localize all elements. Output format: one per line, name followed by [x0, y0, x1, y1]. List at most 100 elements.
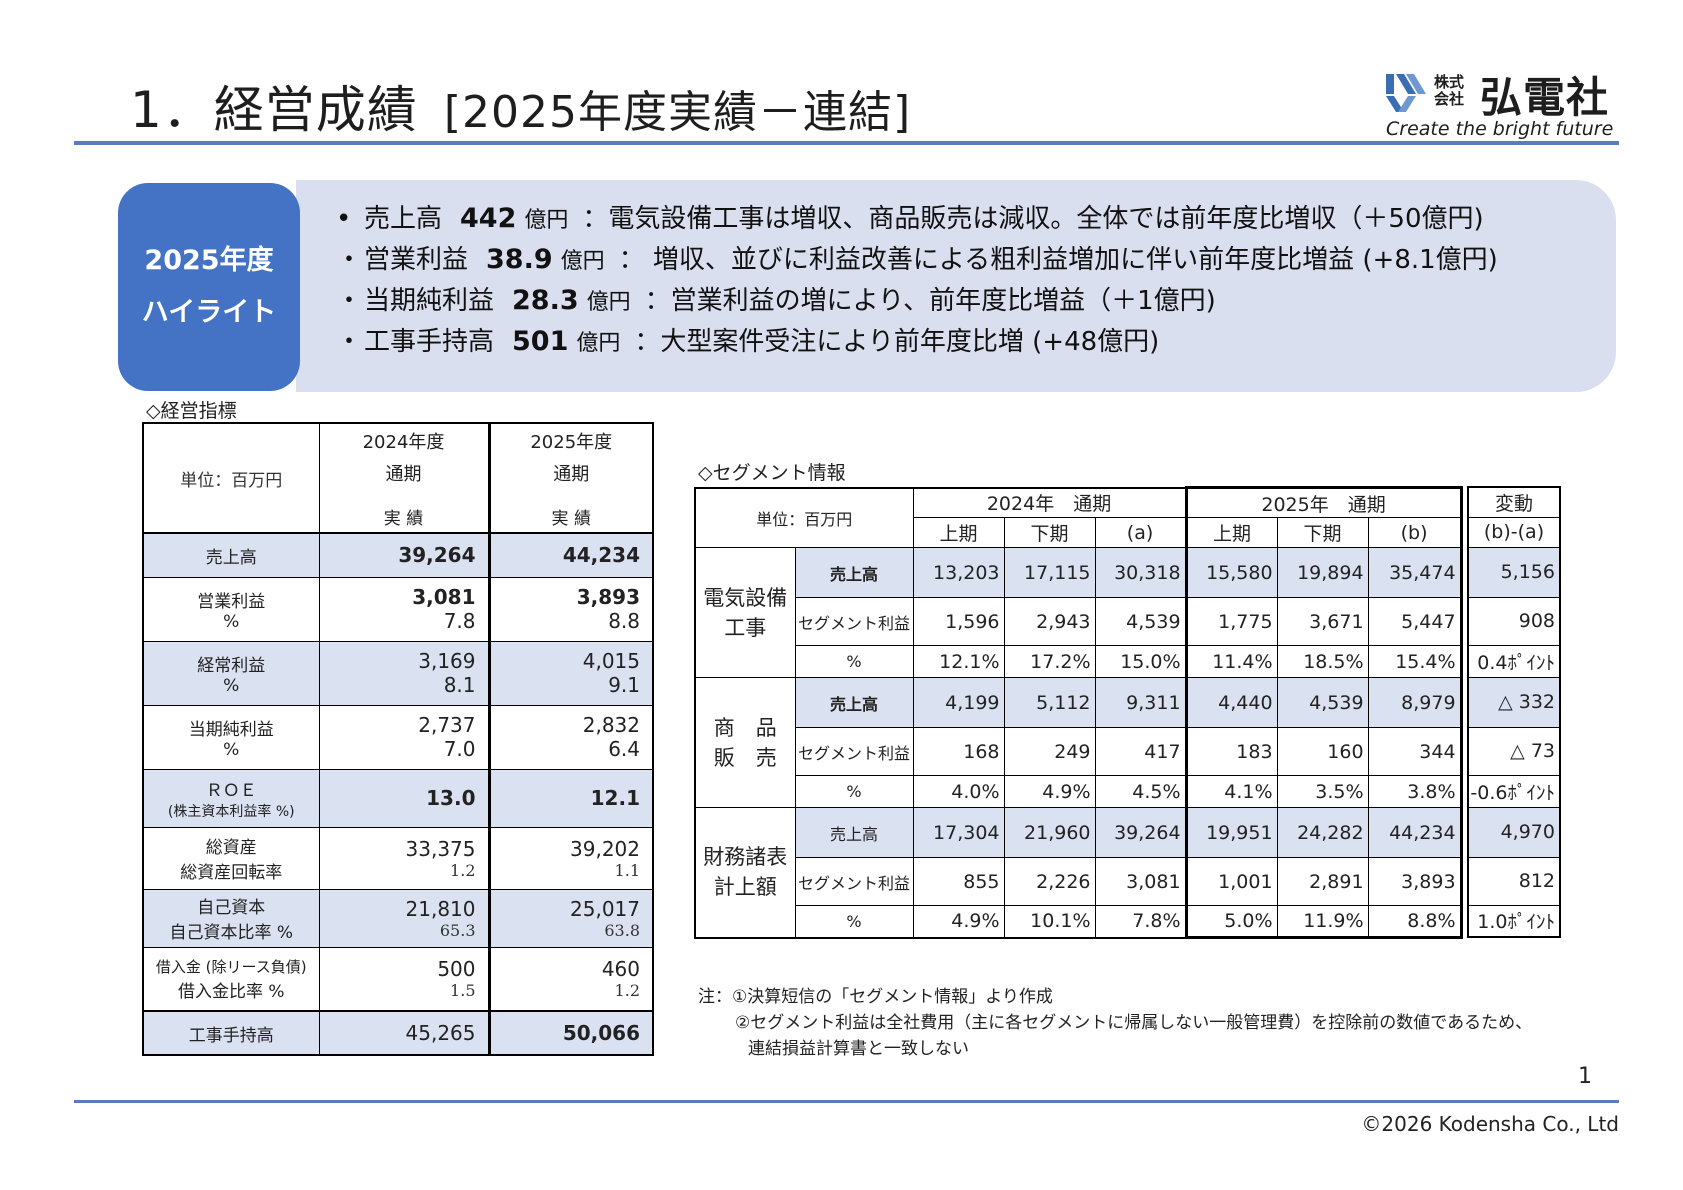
segment-cell: 1,001 — [1184, 857, 1278, 906]
segment-cell: 3,081 — [1094, 857, 1187, 906]
highlight-value: 501 — [512, 326, 569, 357]
segment-cell: 4.9% — [912, 905, 1005, 938]
segment-cell: 8,979 — [1367, 677, 1463, 728]
highlight-value: 38.9 — [486, 244, 553, 275]
segment-row-label: 売上高 — [794, 547, 914, 598]
segment-row: % 4.9% 10.1% 7.8% 5.0% 11.9% 8.8% — [695, 905, 1463, 939]
logo-kk-line1: 株式 — [1434, 73, 1465, 91]
segment-cell: 11.4% — [1184, 645, 1278, 678]
highlight-label-line1: 2025年度 — [144, 245, 274, 276]
segment-group-name: 商 品販 売 — [694, 677, 796, 808]
segment-row: セグメント利益 855 2,226 3,081 1,001 2,891 3,893 — [695, 857, 1463, 906]
logo-tagline: Create the bright future — [1386, 118, 1614, 140]
kpi-row-sales: 売上高 39,264 44,234 — [142, 532, 654, 578]
highlight-item: • 売上高 442 億円 ：電気設備工事は増収、商品販売は減収。全体では前年度比増収（＋… — [336, 198, 1498, 239]
segment-cell: 2,226 — [1003, 857, 1096, 906]
segment-2025-header: 2025年 通期 — [1184, 486, 1463, 518]
segment-cell: 4.1% — [1184, 775, 1278, 808]
highlight-label-line2: ハイライト — [141, 297, 277, 328]
highlight-list: • 売上高 442 億円 ：電気設備工事は増収、商品販売は減収。全体では前年度比増収（＋… — [336, 198, 1498, 362]
segment-row: 電気設備 工事 売上高 13,203 17,115 30,318 15,580 19,894 3… — [694, 547, 1463, 678]
segment-cell: 1,775 — [1184, 597, 1278, 646]
segment-cell: 44,234 — [1367, 807, 1463, 858]
segment-cell: 2,891 — [1276, 857, 1369, 906]
highlight-metric: 営業利益 — [364, 245, 469, 275]
segment-cell: 30,318 — [1094, 547, 1187, 598]
segment-group-name: 電気設備 工事 — [694, 547, 796, 678]
change-cell: -0.6ﾎﾟｲﾝﾄ — [1467, 774, 1561, 808]
segment-cell: 11.9% — [1276, 905, 1369, 939]
segment-cell: 2,943 — [1003, 597, 1096, 646]
highlight-unit: 億円 — [560, 249, 605, 274]
kpi-col1-header: 2024年度 通期実 績 — [318, 422, 490, 534]
note-3: 連結損益計算書と一致しない — [748, 1039, 969, 1059]
highlight-label: 2025年度 ハイライト — [118, 183, 300, 391]
highlight-bullet: ・ — [336, 286, 363, 316]
kpi-row-ordinary: 経常利益% 3,169 8.1 4,015 9.1 — [142, 640, 654, 706]
kpi-row-roe: ＲＯＥ (株主資本利益率 %) 13.0 12.1 — [142, 768, 654, 828]
segment-row: % 12.1% 17.2% 15.0% 11.4% 18.5% 15.4% — [695, 645, 1463, 678]
segment-unit: 単位：百万円 — [694, 487, 914, 548]
segment-2024-header: 2024年 通期 — [912, 487, 1187, 518]
segment-cell: 3,893 — [1367, 857, 1463, 906]
segment-cell: 417 — [1094, 727, 1187, 776]
kpi-unit: 単位：百万円 — [142, 422, 320, 534]
company-logo: 株式 会社 弘電社 Create the bright future — [1382, 70, 1622, 142]
highlight-bullet: • — [336, 204, 352, 234]
segment-cell: 5,112 — [1003, 677, 1096, 728]
highlight-item: ・営業利益 38.9 億円 ： 増収、並びに利益改善による粗利益増加に伴い前年度比増益… — [336, 239, 1498, 280]
segment-cell: 160 — [1276, 727, 1369, 776]
segment-cell: 39,264 — [1094, 807, 1187, 858]
segment-cell: 21,960 — [1003, 807, 1096, 858]
segment-group-name: 財務諸表 計上額 — [694, 807, 796, 938]
segment-cell: 1,596 — [912, 597, 1005, 646]
segment-row-label: % — [794, 775, 914, 808]
segment-cell: 4,539 — [1276, 677, 1369, 728]
segment-cell: 3.8% — [1367, 775, 1463, 808]
segment-header-row2: 上期 下期 (a) 上期 下期 (b) — [695, 517, 1463, 548]
highlight-desc: ：電気設備工事は増収、商品販売は減収。全体では前年度比増収（＋50億円) — [582, 204, 1484, 234]
segment-row-label: % — [794, 645, 914, 678]
change-cell: 0.4ﾎﾟｲﾝﾄ — [1467, 644, 1561, 678]
kpi-header-row: 単位：百万円 2024年度 通期実 績 2025年度 通期実 績 — [142, 422, 654, 534]
change-cell: △ 332 — [1467, 676, 1561, 728]
page-title: 1．経営成績 [2025年度実績－連結] — [130, 70, 911, 142]
segment-header-row1: 単位：百万円 2024年 通期 2025年 通期 — [694, 486, 1463, 548]
segment-cell: 35,474 — [1367, 547, 1463, 598]
kpi-row-op: 営業利益% 3,081 7.8 3,893 8.8 — [142, 576, 654, 642]
title-main: 1．経営成績 — [130, 81, 418, 139]
change-cell: 908 — [1467, 596, 1561, 646]
segment-cell: 15,580 — [1184, 547, 1278, 598]
highlight-unit: 億円 — [576, 331, 621, 356]
segment-cell: 19,894 — [1276, 547, 1369, 598]
segment-row: セグメント利益 1,596 2,943 4,539 1,775 3,671 5,447 — [695, 597, 1463, 646]
segment-cell: 8.8% — [1367, 905, 1463, 939]
segment-cell: 4,539 — [1094, 597, 1187, 646]
logo-kk: 株式 会社 — [1434, 74, 1464, 108]
highlight-bullet: ・ — [336, 245, 363, 275]
highlight-item: ・工事手持高 501 億円 ：大型案件受注により前年度比増 (+48億円) — [336, 321, 1498, 362]
note-2: ②セグメント利益は全社費用（主に各セグメントに帰属しない一般管理費）を控除前の数… — [735, 1013, 1533, 1033]
highlight-value: 442 — [460, 203, 517, 234]
highlight-unit: 億円 — [586, 290, 631, 315]
page-number: 1 — [1578, 1064, 1592, 1089]
segment-cell: 344 — [1367, 727, 1463, 776]
logo-name: 弘電社 — [1480, 73, 1610, 122]
segment-cell: 15.4% — [1367, 645, 1463, 678]
header-rule — [74, 141, 1619, 145]
segment-row-label: 売上高 — [794, 677, 914, 728]
segment-row-label: セグメント利益 — [794, 857, 914, 906]
segment-cell: 5.0% — [1184, 905, 1278, 939]
segment-table: 単位：百万円 2024年 通期 2025年 通期 上期 下期 (a) 上期 下期… — [694, 486, 1463, 939]
kpi-table: 単位：百万円 2024年度 通期実 績 2025年度 通期実 績 売上高 39,26… — [142, 422, 654, 1056]
segment-cell: 4.0% — [912, 775, 1005, 808]
segment-cell: 7.8% — [1094, 905, 1187, 938]
segment-cell: 5,447 — [1367, 597, 1463, 646]
segment-row: % 4.0% 4.9% 4.5% 4.1% 3.5% 3.8% — [695, 775, 1463, 808]
highlight-unit: 億円 — [524, 208, 569, 233]
segment-cell: 9,311 — [1094, 677, 1187, 728]
kpi-section-title: ◇経営指標 — [146, 400, 237, 422]
segment-row-label: % — [794, 905, 914, 938]
highlight-metric: 工事手持高 — [364, 327, 495, 357]
highlight-metric: 売上高 — [364, 204, 443, 234]
